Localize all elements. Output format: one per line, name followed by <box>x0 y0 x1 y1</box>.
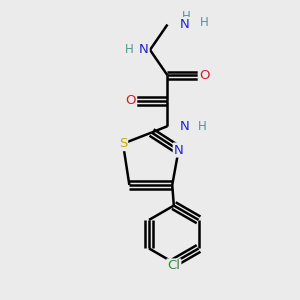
Text: N: N <box>174 143 184 157</box>
Text: O: O <box>126 94 136 107</box>
Text: N: N <box>180 120 190 133</box>
Text: S: S <box>119 137 127 150</box>
Text: H: H <box>200 16 208 29</box>
Text: H: H <box>198 120 207 133</box>
Text: N: N <box>180 18 190 31</box>
Text: H: H <box>125 44 134 56</box>
Text: Cl: Cl <box>167 260 180 272</box>
Text: H: H <box>182 10 191 23</box>
Text: O: O <box>199 69 209 82</box>
Text: N: N <box>139 44 148 56</box>
